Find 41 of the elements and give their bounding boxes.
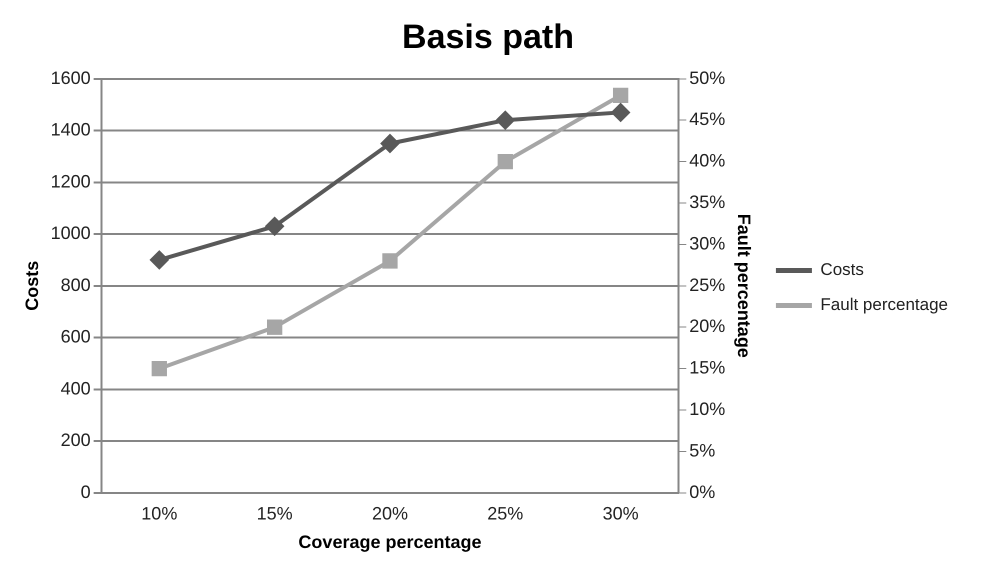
y2-tick-label: 20% xyxy=(689,316,726,336)
point xyxy=(266,320,282,335)
point xyxy=(150,250,168,269)
y2-tick-label: 40% xyxy=(689,150,726,171)
y2-tick-label: 30% xyxy=(689,233,726,254)
point xyxy=(152,360,167,376)
legend-label: Fault percentage xyxy=(820,295,948,314)
y-tick-label: 1600 xyxy=(50,68,91,88)
y-tick-label: 400 xyxy=(60,378,91,398)
y-tick-label: 1400 xyxy=(50,120,91,140)
y2-axis-title: Fault percentage xyxy=(734,214,754,358)
y2-tick-label: 0% xyxy=(689,482,716,502)
y2-tick-label: 35% xyxy=(689,192,726,212)
x-tick-label: 20% xyxy=(372,504,408,524)
y-tick-label: 1000 xyxy=(50,223,91,244)
y-tick-label: 200 xyxy=(60,430,91,450)
point xyxy=(382,253,398,269)
legend-label: Costs xyxy=(820,260,864,280)
point xyxy=(612,88,628,104)
y-tick-label: 1200 xyxy=(50,171,91,192)
point xyxy=(266,217,284,236)
point xyxy=(612,103,630,122)
point xyxy=(380,134,399,152)
x-tick-label: 10% xyxy=(141,504,178,524)
x-tick-label: 25% xyxy=(487,504,524,524)
point xyxy=(498,154,513,170)
y2-tick-label: 45% xyxy=(689,109,726,130)
y2-tick-label: 25% xyxy=(689,274,726,295)
y2-tick-label: 5% xyxy=(689,440,716,460)
point xyxy=(496,111,514,130)
y-tick-label: 600 xyxy=(60,326,91,347)
x-axis-title: Coverage percentage xyxy=(298,532,482,552)
chart-title: Basis path xyxy=(402,18,574,56)
y-tick-label: 800 xyxy=(60,274,91,295)
y2-tick-label: 10% xyxy=(689,398,726,419)
y-tick-label: 0 xyxy=(80,482,91,502)
x-tick-label: 30% xyxy=(602,504,639,524)
y2-tick-label: 15% xyxy=(689,358,726,378)
y-axis-title: Costs xyxy=(22,260,42,311)
y2-tick-label: 50% xyxy=(689,68,726,88)
x-tick-label: 15% xyxy=(256,504,293,524)
